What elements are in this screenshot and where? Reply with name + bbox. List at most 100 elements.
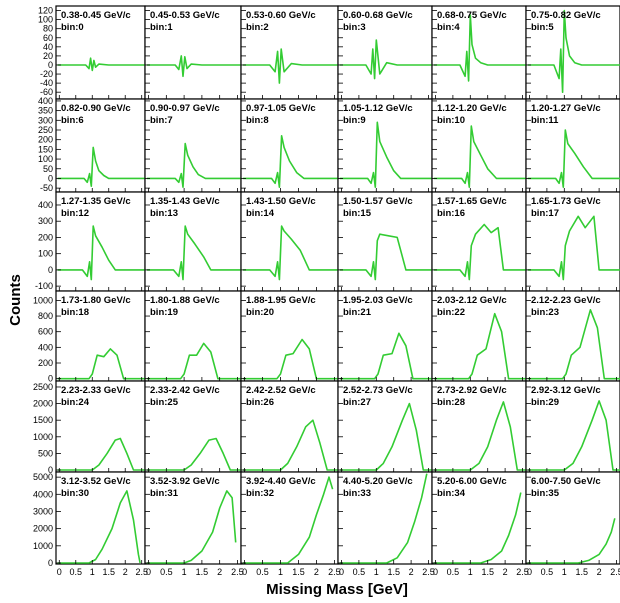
panel-label: 1.88-1.95 GeV/c — [246, 295, 316, 306]
y-tick-label: 20 — [43, 51, 53, 61]
panel-bin-label: bin:3 — [343, 22, 366, 33]
series-line-2 — [242, 48, 338, 84]
y-tick-label: -20 — [40, 69, 53, 79]
panel-label: 2.33-2.42 GeV/c — [150, 385, 220, 396]
panel-bin-label: bin:32 — [246, 488, 274, 499]
panel-frame — [144, 290, 242, 382]
series-line-25 — [146, 437, 241, 471]
y-tick-label: 2000 — [33, 399, 53, 409]
x-tick-label: 1 — [90, 567, 95, 577]
panel-frame — [525, 191, 620, 292]
series-line-0 — [57, 57, 145, 72]
series-line-8 — [242, 135, 338, 188]
series-line-12 — [57, 225, 145, 281]
panel-bin-label: bin:33 — [343, 488, 371, 499]
panel-label: 0.45-0.53 GeV/c — [150, 10, 220, 21]
series-line-7 — [146, 142, 241, 188]
x-tick-label: 1 — [562, 567, 567, 577]
panel-frame — [525, 290, 620, 382]
panel-bin-label: bin:34 — [437, 488, 466, 499]
series-line-11 — [527, 129, 620, 188]
panel-label: 1.73-1.80 GeV/c — [61, 295, 131, 306]
series-line-28 — [433, 401, 526, 471]
x-tick-label: 0.5 — [256, 567, 269, 577]
y-tick-label: 250 — [38, 125, 53, 135]
x-tick-label: 0.5 — [70, 567, 83, 577]
panel-label: 1.12-1.20 GeV/c — [437, 103, 507, 114]
y-tick-label: 400 — [38, 96, 53, 106]
x-tick-label: 2.5 — [516, 567, 529, 577]
series-line-1 — [146, 55, 241, 78]
x-tick-label: 0 — [242, 567, 247, 577]
y-tick-label: 800 — [38, 311, 53, 321]
panel-frame — [144, 98, 242, 193]
y-tick-label: 60 — [43, 33, 53, 43]
series-line-20 — [242, 338, 338, 380]
panel-frame — [240, 5, 339, 100]
y-tick-label: 2500 — [33, 382, 53, 392]
x-tick-label: 2.5 — [328, 567, 341, 577]
x-tick-label: 2.5 — [231, 567, 244, 577]
y-tick-label: 0 — [48, 558, 53, 568]
x-tick-label: 2 — [503, 567, 508, 577]
panel-label: 0.97-1.05 GeV/c — [246, 103, 316, 114]
series-line-3 — [339, 39, 432, 80]
panel-label: 0.90-0.97 GeV/c — [150, 103, 220, 114]
panel-bin-label: bin:23 — [531, 307, 559, 318]
panel-label: 2.42-2.52 GeV/c — [246, 385, 316, 396]
panel-frame — [525, 380, 620, 473]
panel-label: 1.35-1.43 GeV/c — [150, 196, 220, 207]
panel-frame — [337, 98, 433, 193]
y-tick-label: 350 — [38, 106, 53, 116]
y-tick-label: 1500 — [33, 415, 53, 425]
x-tick-label: 1.5 — [387, 567, 400, 577]
panel-label: 3.12-3.52 GeV/c — [61, 476, 131, 487]
x-tick-label: 1 — [278, 567, 283, 577]
x-tick-label: 0.5 — [447, 567, 460, 577]
y-tick-label: 3000 — [33, 506, 53, 516]
series-line-14 — [242, 225, 338, 281]
panel-bin-label: bin:16 — [437, 208, 465, 219]
panel-frame — [525, 98, 620, 193]
panel-label: 0.75-0.82 GeV/c — [531, 10, 601, 21]
series-line-18 — [57, 348, 145, 380]
x-tick-label: 2.5 — [422, 567, 435, 577]
panel-frame — [337, 5, 433, 100]
y-tick-label: 300 — [38, 115, 53, 125]
panel-label: 1.43-1.50 GeV/c — [246, 196, 316, 207]
panel-frame — [337, 191, 433, 292]
series-line-15 — [339, 233, 432, 281]
panel-bin-label: bin:19 — [150, 307, 178, 318]
panel-label: 0.82-0.90 GeV/c — [61, 103, 131, 114]
series-line-9 — [339, 121, 432, 188]
panel-label: 2.73-2.92 GeV/c — [437, 385, 507, 396]
series-line-10 — [433, 125, 526, 188]
panel-bin-label: bin:30 — [61, 488, 89, 499]
panel-label: 3.92-4.40 GeV/c — [246, 476, 316, 487]
series-line-26 — [242, 419, 338, 471]
series-line-24 — [57, 437, 145, 471]
y-tick-label: 0 — [48, 60, 53, 70]
y-tick-label: 4000 — [33, 489, 53, 499]
x-tick-label: 2 — [123, 567, 128, 577]
panel-bin-label: bin:10 — [437, 115, 465, 126]
panel-frame — [55, 471, 146, 565]
y-tick-label: 500 — [38, 448, 53, 458]
panel-frame — [431, 191, 527, 292]
panel-frame — [55, 380, 146, 473]
panel-frame — [525, 471, 620, 565]
x-tick-label: 0 — [433, 567, 438, 577]
